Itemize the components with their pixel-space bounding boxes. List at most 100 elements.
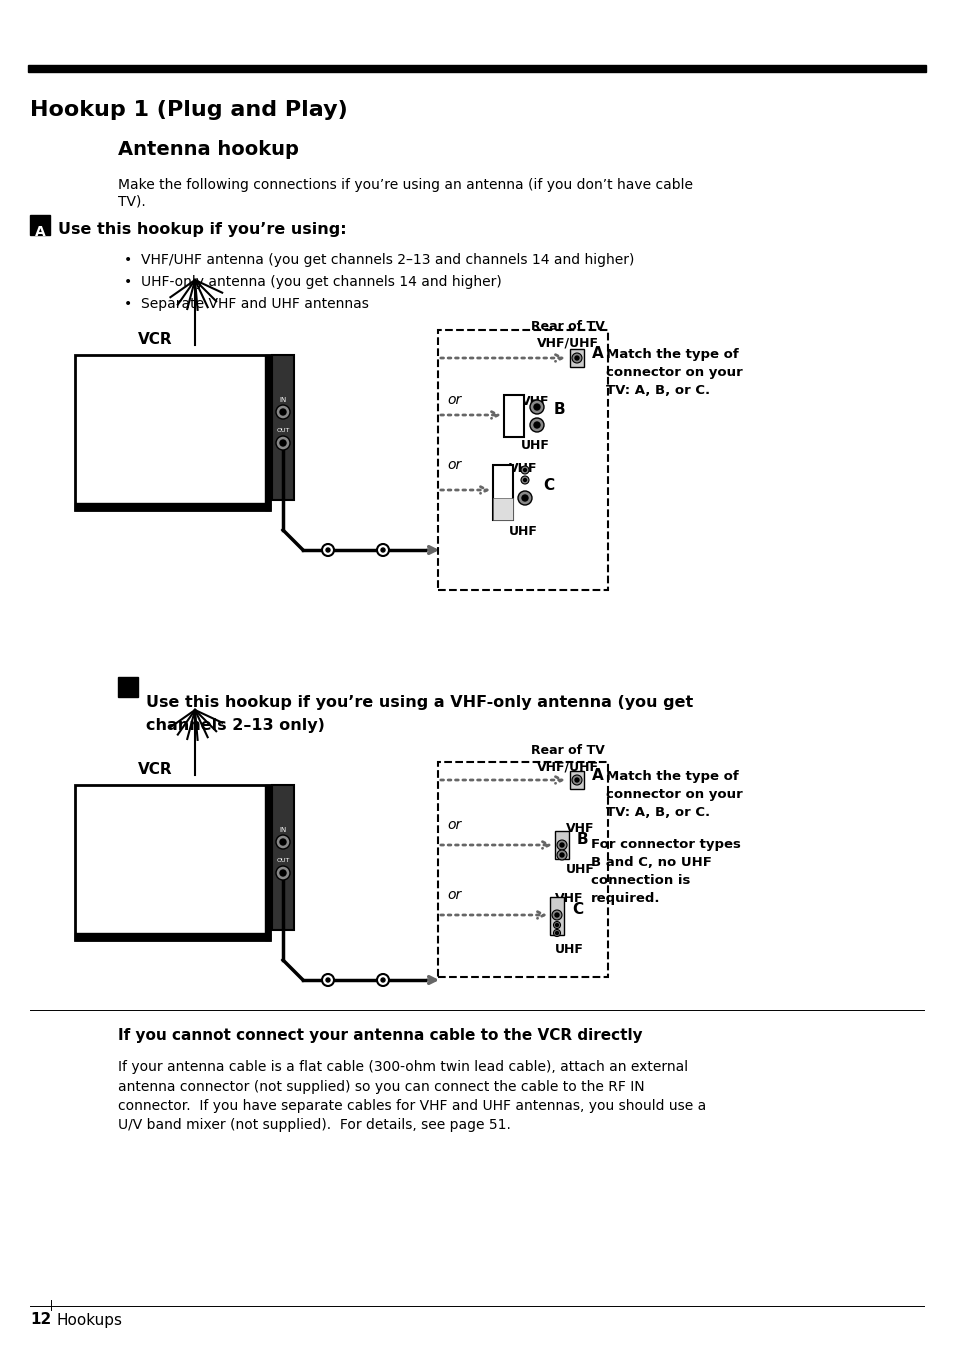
Bar — [75, 933, 270, 940]
Circle shape — [555, 923, 558, 926]
Text: VCR: VCR — [137, 333, 172, 347]
Bar — [75, 503, 270, 510]
Circle shape — [275, 867, 290, 880]
Text: B: B — [123, 698, 133, 713]
Circle shape — [380, 977, 385, 982]
Circle shape — [521, 495, 527, 502]
Circle shape — [534, 422, 539, 429]
Text: OUT: OUT — [276, 857, 290, 863]
Bar — [30, 215, 50, 235]
Circle shape — [552, 910, 561, 919]
Text: If your antenna cable is a flat cable (300-ohm twin lead cable), attach an exter: If your antenna cable is a flat cable (3… — [118, 1060, 705, 1133]
Text: UHF: UHF — [565, 863, 594, 876]
Text: A: A — [592, 768, 603, 783]
Text: VHF: VHF — [565, 822, 594, 836]
Bar — [569, 771, 583, 790]
Text: UHF: UHF — [554, 942, 583, 956]
Bar — [265, 786, 270, 940]
Circle shape — [555, 913, 558, 917]
Circle shape — [575, 356, 578, 360]
Text: UHF: UHF — [520, 439, 549, 452]
Circle shape — [380, 548, 385, 552]
Circle shape — [275, 406, 290, 419]
Text: For connector types
B and C, no UHF
connection is
required.: For connector types B and C, no UHF conn… — [590, 838, 740, 904]
Circle shape — [530, 400, 543, 414]
Circle shape — [322, 973, 334, 986]
Text: •  Separate VHF and UHF antennas: • Separate VHF and UHF antennas — [124, 297, 369, 311]
Text: VHF: VHF — [554, 892, 582, 904]
Circle shape — [376, 973, 389, 986]
Bar — [75, 786, 270, 940]
Circle shape — [275, 435, 290, 450]
Text: B: B — [577, 833, 588, 848]
Circle shape — [326, 977, 330, 982]
Text: C: C — [572, 903, 582, 918]
Text: IN: IN — [279, 397, 286, 403]
Text: If you cannot connect your antenna cable to the VCR directly: If you cannot connect your antenna cable… — [118, 1028, 642, 1042]
Text: •  UHF-only antenna (you get channels 14 and higher): • UHF-only antenna (you get channels 14 … — [124, 274, 501, 289]
Text: UHF: UHF — [508, 525, 537, 538]
Text: or: or — [447, 888, 460, 902]
Text: or: or — [447, 393, 460, 407]
Text: OUT: OUT — [276, 427, 290, 433]
Circle shape — [534, 404, 539, 410]
Circle shape — [517, 491, 532, 506]
Circle shape — [559, 853, 563, 857]
Text: channels 2–13 only): channels 2–13 only) — [146, 718, 325, 733]
Circle shape — [280, 869, 286, 876]
Circle shape — [557, 850, 566, 860]
Text: Match the type of
connector on your
TV: A, B, or C.: Match the type of connector on your TV: … — [605, 347, 742, 397]
Circle shape — [275, 836, 290, 849]
Bar — [118, 677, 138, 698]
Bar — [437, 330, 607, 589]
Circle shape — [376, 544, 389, 556]
Text: C: C — [542, 477, 554, 492]
Circle shape — [280, 439, 286, 446]
Text: or: or — [447, 458, 460, 472]
Bar — [437, 763, 607, 977]
Circle shape — [553, 922, 560, 929]
Circle shape — [555, 932, 558, 934]
Circle shape — [523, 479, 526, 481]
Text: or: or — [447, 818, 460, 831]
Bar — [569, 349, 583, 366]
Text: B: B — [554, 403, 565, 418]
Circle shape — [280, 840, 286, 845]
Text: Use this hookup if you’re using a VHF-only antenna (you get: Use this hookup if you’re using a VHF-on… — [146, 695, 693, 710]
Circle shape — [280, 410, 286, 415]
Text: VHF: VHF — [520, 395, 549, 408]
Text: IN: IN — [279, 827, 286, 833]
Text: •  VHF/UHF antenna (you get channels 2–13 and channels 14 and higher): • VHF/UHF antenna (you get channels 2–13… — [124, 253, 634, 266]
Bar — [272, 786, 294, 930]
Circle shape — [553, 930, 560, 937]
Text: Hookup 1 (Plug and Play): Hookup 1 (Plug and Play) — [30, 100, 348, 120]
Text: VCR: VCR — [137, 763, 172, 777]
Text: Match the type of
connector on your
TV: A, B, or C.: Match the type of connector on your TV: … — [605, 771, 742, 819]
Bar — [28, 65, 925, 72]
Circle shape — [559, 844, 563, 846]
Circle shape — [572, 775, 581, 786]
Circle shape — [520, 466, 529, 475]
Bar — [75, 356, 270, 510]
Circle shape — [520, 476, 529, 484]
Text: Make the following connections if you’re using an antenna (if you don’t have cab: Make the following connections if you’re… — [118, 178, 692, 208]
Text: Rear of TV
VHF/UHF: Rear of TV VHF/UHF — [531, 320, 604, 350]
Circle shape — [572, 353, 581, 362]
Bar — [265, 356, 270, 510]
Bar — [493, 498, 513, 521]
Circle shape — [523, 469, 526, 472]
Text: A: A — [592, 346, 603, 361]
Bar — [550, 896, 563, 936]
Bar — [493, 465, 513, 521]
Circle shape — [322, 544, 334, 556]
Bar — [272, 356, 294, 500]
Circle shape — [530, 418, 543, 433]
Text: Hookups: Hookups — [57, 1313, 123, 1328]
Text: Rear of TV
VHF/UHF: Rear of TV VHF/UHF — [531, 744, 604, 773]
Circle shape — [326, 548, 330, 552]
Text: Use this hookup if you’re using:: Use this hookup if you’re using: — [58, 222, 346, 237]
Bar — [555, 831, 568, 859]
Circle shape — [557, 840, 566, 850]
Text: Antenna hookup: Antenna hookup — [118, 141, 298, 160]
Text: A: A — [34, 224, 46, 239]
